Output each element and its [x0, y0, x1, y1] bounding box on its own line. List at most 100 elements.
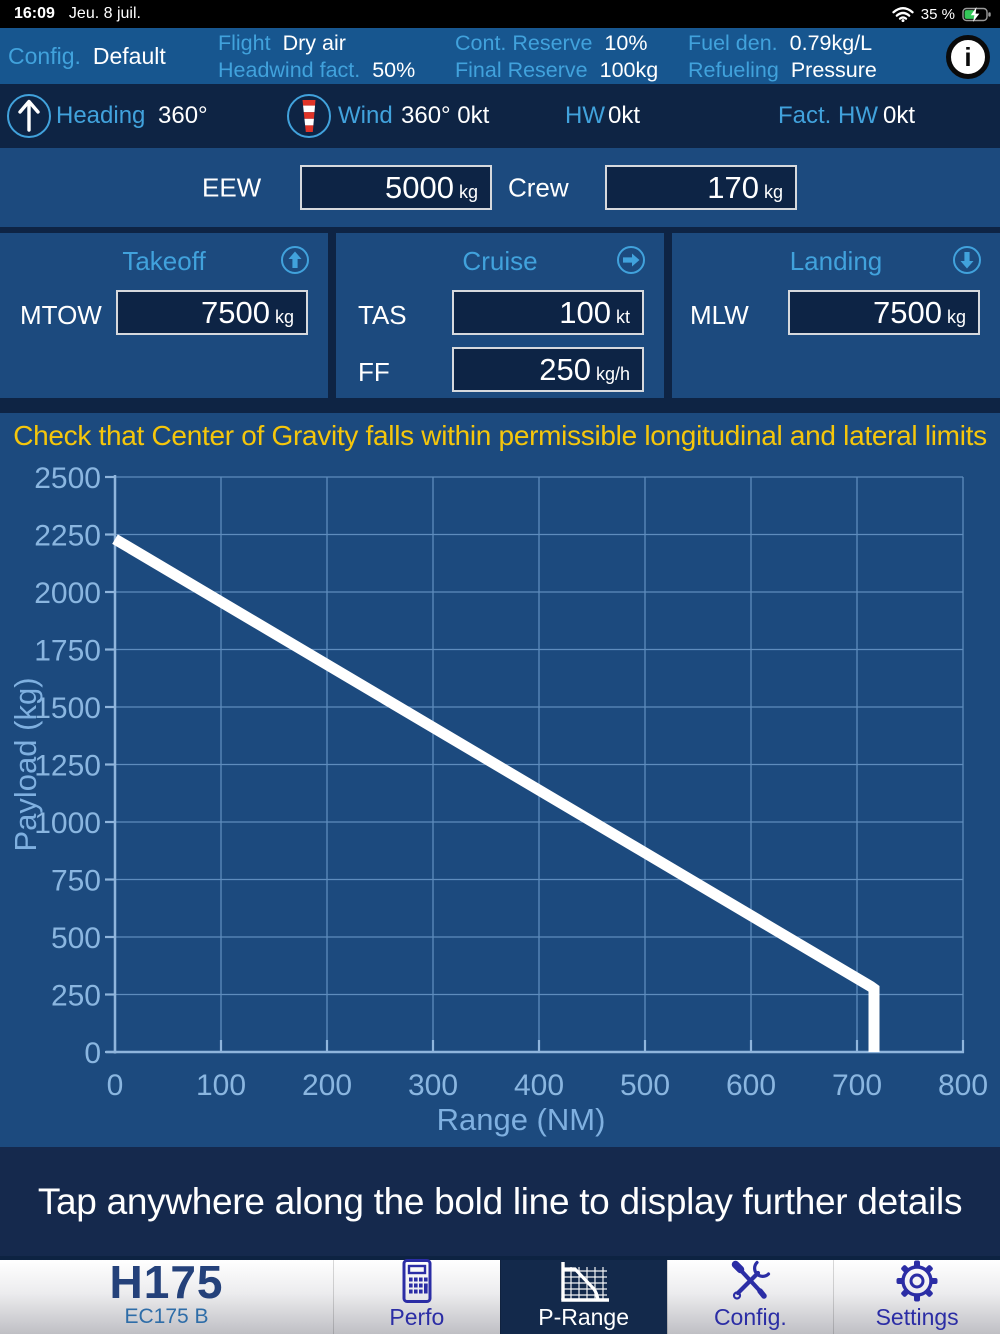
mtow-field[interactable]: 7500 kg [116, 290, 308, 335]
tas-field[interactable]: 100 kt [452, 290, 644, 335]
tab-perfo[interactable]: Perfo [333, 1259, 500, 1334]
status-date: Jeu. 8 juil. [68, 5, 141, 22]
mtow-unit: kg [274, 307, 294, 327]
crew-unit: kg [763, 182, 783, 202]
svg-text:1000: 1000 [34, 807, 101, 840]
config-selector[interactable]: Config. Default [8, 28, 166, 84]
windsock-icon[interactable] [286, 93, 332, 139]
battery-percent: 35 % [920, 5, 955, 23]
config-value: Default [92, 42, 166, 69]
svg-text:0: 0 [84, 1037, 101, 1070]
tas-label: TAS [358, 300, 407, 330]
wind-label: Wind [338, 102, 393, 129]
svg-text:2250: 2250 [34, 520, 101, 553]
landing-down-arrow-icon [953, 246, 981, 274]
config-item-label: Refueling [688, 58, 779, 82]
eew-field[interactable]: 5000 kg [300, 165, 492, 210]
chart-section: Check that Center of Gravity falls withi… [0, 413, 1000, 1147]
ff-label: FF [358, 357, 390, 387]
app-logo: H175 [109, 1255, 224, 1308]
mlw-value: 7500 [873, 295, 942, 330]
fact-hw-value: 0kt [883, 102, 916, 129]
svg-text:500: 500 [51, 922, 101, 955]
cruise-right-arrow-icon [617, 246, 645, 274]
info-icon[interactable]: i [946, 35, 990, 79]
tab-settings-label: Settings [875, 1304, 959, 1330]
svg-text:100: 100 [196, 1069, 246, 1102]
payload-range-chart-icon [557, 1260, 611, 1304]
instruction-text: Tap anywhere along the bold line to disp… [37, 1180, 963, 1222]
config-item-value: 50% [372, 58, 416, 82]
crew-label: Crew [508, 172, 569, 202]
tools-icon [727, 1258, 773, 1304]
tab-perfo-label: Perfo [389, 1304, 445, 1330]
config-item-value: 10% [604, 31, 648, 55]
heading-arrow-icon[interactable] [6, 93, 52, 139]
payload-range-chart[interactable]: 0 250 500 750 1000 1250 1500 1750 2000 2250 2500 0 1… [0, 413, 1000, 1147]
svg-text:Range (NM): Range (NM) [437, 1102, 606, 1137]
ff-unit: kg/h [595, 364, 630, 384]
divider [0, 398, 1000, 413]
ff-value: 250 [539, 352, 591, 387]
status-bar: 16:09 Jeu. 8 juil. 35 % [0, 0, 1000, 28]
svg-text:750: 750 [51, 865, 101, 898]
cruise-panel: Cruise TAS 100 kt FF 250 kg/h [336, 233, 664, 398]
config-bar: Config. Default Flight Dry air Headwind … [0, 28, 1000, 84]
takeoff-panel: Takeoff MTOW 7500 kg [0, 233, 328, 398]
tab-logo[interactable]: H175 EC175 B [0, 1255, 333, 1334]
tab-p-range-active[interactable]: P-Range [499, 1260, 667, 1334]
fact-hw-label: Fact. HW [778, 102, 878, 129]
mtow-value: 7500 [201, 295, 270, 330]
svg-text:500: 500 [620, 1069, 670, 1102]
config-item-value: Dry air [282, 31, 346, 55]
svg-text:1750: 1750 [34, 635, 101, 668]
ff-field[interactable]: 250 kg/h [452, 347, 644, 392]
config-col-reserve: Cont. Reserve 10% Final Reserve 100kg [455, 30, 658, 83]
landing-title: Landing [789, 246, 883, 276]
wifi-icon [892, 7, 914, 22]
svg-text:700: 700 [832, 1069, 882, 1102]
app-logo-subtitle: EC175 B [124, 1304, 209, 1328]
config-item: Cont. Reserve 10% [455, 30, 658, 56]
tab-bar: H175 EC175 B Perfo [0, 1256, 1000, 1334]
crew-field[interactable]: 170 kg [605, 165, 797, 210]
svg-text:250: 250 [51, 980, 101, 1013]
config-item-label: Fuel den. [688, 31, 778, 55]
svg-text:2500: 2500 [34, 462, 101, 495]
config-item-label: Headwind fact. [218, 58, 361, 82]
cruise-title: Cruise [462, 246, 538, 276]
svg-text:800: 800 [938, 1069, 988, 1102]
phase-panels: Takeoff MTOW 7500 kg Cruise TAS 100 kt [0, 233, 1000, 398]
hw-value: 0kt [608, 102, 641, 129]
takeoff-up-arrow-icon [281, 246, 309, 274]
config-item-value: Pressure [790, 58, 877, 82]
svg-text:0: 0 [107, 1069, 124, 1102]
tab-p-range-label: P-Range [538, 1304, 630, 1330]
crew-value: 170 [707, 170, 759, 205]
tas-value: 100 [559, 295, 611, 330]
tab-settings[interactable]: Settings [833, 1260, 1000, 1334]
config-col-fuel: Fuel den. 0.79kg/L Refueling Pressure [688, 30, 877, 83]
gear-icon [894, 1258, 940, 1304]
config-item: Fuel den. 0.79kg/L [688, 30, 877, 56]
svg-text:400: 400 [514, 1069, 564, 1102]
divider [0, 227, 1000, 233]
mlw-field[interactable]: 7500 kg [788, 290, 980, 335]
heading-value[interactable]: 360° [158, 102, 208, 129]
battery-icon [962, 6, 991, 22]
config-item: Flight Dry air [218, 30, 415, 56]
config-item-label: Flight [218, 31, 271, 55]
wind-value[interactable]: 360° 0kt [401, 102, 490, 129]
svg-text:Payload (kg): Payload (kg) [8, 677, 43, 851]
config-item-label: Cont. Reserve [455, 31, 593, 55]
mlw-label: MLW [690, 300, 749, 330]
tab-config[interactable]: Config. [666, 1258, 834, 1334]
eew-unit: kg [458, 182, 478, 202]
svg-text:2000: 2000 [34, 577, 101, 610]
config-item: Final Reserve 100kg [455, 57, 658, 83]
config-item-label: Final Reserve [455, 58, 588, 82]
config-item-value: 0.79kg/L [789, 31, 873, 55]
mlw-unit: kg [946, 307, 966, 327]
cg-warning-text: Check that Center of Gravity falls withi… [13, 420, 987, 451]
